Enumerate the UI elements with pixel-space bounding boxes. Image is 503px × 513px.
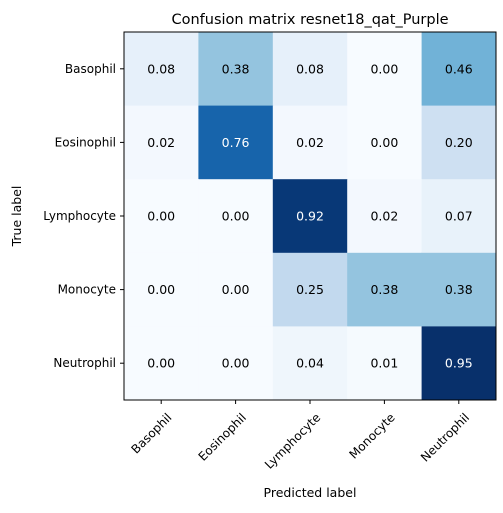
cell-value-label: 0.02 bbox=[296, 135, 324, 150]
x-tick-label: Monocyte bbox=[347, 410, 398, 461]
cell-value-label: 0.38 bbox=[370, 282, 398, 297]
y-tick-label: Eosinophil bbox=[55, 135, 116, 149]
heatmap-cell bbox=[272, 252, 348, 327]
heatmap-cell bbox=[198, 105, 274, 180]
cell-value-label: 0.07 bbox=[445, 209, 473, 224]
cell-value-labels: 0.08 0.38 0.08 0.00 0.46 0.02 0.76 0.02 0.00 0.20… bbox=[147, 61, 472, 370]
chart-title: Confusion matrix resnet18_qat_Purple bbox=[171, 12, 448, 28]
heatmap-cell bbox=[272, 105, 348, 180]
x-tick-label: Neutrophil bbox=[418, 410, 472, 464]
heatmap-cell bbox=[198, 32, 274, 107]
cell-value-label: 0.00 bbox=[222, 356, 250, 371]
x-tick-label: Basophil bbox=[129, 410, 175, 456]
heatmap-cell bbox=[198, 252, 274, 327]
cell-value-label: 0.00 bbox=[222, 282, 250, 297]
heatmap-cell bbox=[198, 179, 274, 254]
cell-value-label: 0.00 bbox=[370, 61, 398, 76]
heatmap-cell bbox=[272, 32, 348, 107]
heatmap-cell bbox=[124, 105, 199, 180]
heatmap-cells bbox=[124, 32, 497, 401]
cell-value-label: 0.00 bbox=[222, 209, 250, 224]
heatmap-cell bbox=[124, 32, 199, 107]
cell-value-label: 0.02 bbox=[370, 209, 398, 224]
x-tick-label: Lymphocyte bbox=[262, 410, 323, 471]
y-tick-label: Basophil bbox=[65, 62, 116, 76]
cell-value-label: 0.00 bbox=[147, 209, 175, 224]
heatmap-cell bbox=[421, 252, 497, 327]
cell-value-label: 0.04 bbox=[296, 356, 324, 371]
heatmap-cell bbox=[347, 32, 423, 107]
cell-value-label: 0.00 bbox=[370, 135, 398, 150]
heatmap-cell bbox=[124, 179, 199, 254]
cell-value-label: 0.01 bbox=[370, 356, 398, 371]
heatmap-cell bbox=[347, 252, 423, 327]
heatmap-cell bbox=[124, 326, 199, 401]
x-axis-ticks: Basophil Eosinophil Lymphocyte Monocyte Neut… bbox=[129, 400, 472, 472]
heatmap-cell bbox=[421, 179, 497, 254]
cell-value-label: 0.46 bbox=[445, 61, 473, 76]
cell-value-label: 0.00 bbox=[147, 356, 175, 371]
heatmap-cell bbox=[421, 105, 497, 180]
heatmap-cell bbox=[198, 326, 274, 401]
x-axis-label: Predicted label bbox=[264, 485, 357, 500]
cell-value-label: 0.08 bbox=[296, 61, 324, 76]
y-tick-label: Neutrophil bbox=[53, 356, 116, 370]
y-axis-label: True label bbox=[9, 186, 24, 248]
heatmap-cell bbox=[124, 252, 199, 327]
heatmap-cell bbox=[347, 179, 423, 254]
y-tick-label: Monocyte bbox=[58, 283, 116, 297]
heatmap-cell bbox=[421, 326, 497, 401]
heatmap-cell bbox=[421, 32, 497, 107]
x-tick-label: Eosinophil bbox=[196, 410, 249, 463]
cell-value-label: 0.95 bbox=[445, 356, 473, 371]
cell-value-label: 0.08 bbox=[147, 61, 175, 76]
cell-value-label: 0.00 bbox=[147, 282, 175, 297]
cell-value-label: 0.20 bbox=[445, 135, 473, 150]
heatmap-cell bbox=[272, 179, 348, 254]
y-axis-ticks: Basophil Eosinophil Lymphocyte Monocyte Neut… bbox=[43, 62, 124, 370]
y-tick-label: Lymphocyte bbox=[43, 209, 116, 223]
heatmap-cell bbox=[272, 326, 348, 401]
cell-value-label: 0.38 bbox=[222, 61, 250, 76]
cell-value-label: 0.02 bbox=[147, 135, 175, 150]
cell-value-label: 0.76 bbox=[222, 135, 250, 150]
heatmap-cell bbox=[347, 105, 423, 180]
heatmap-cell bbox=[347, 326, 423, 401]
cell-value-label: 0.25 bbox=[296, 282, 324, 297]
cell-value-label: 0.38 bbox=[445, 282, 473, 297]
cell-value-label: 0.92 bbox=[296, 209, 324, 224]
